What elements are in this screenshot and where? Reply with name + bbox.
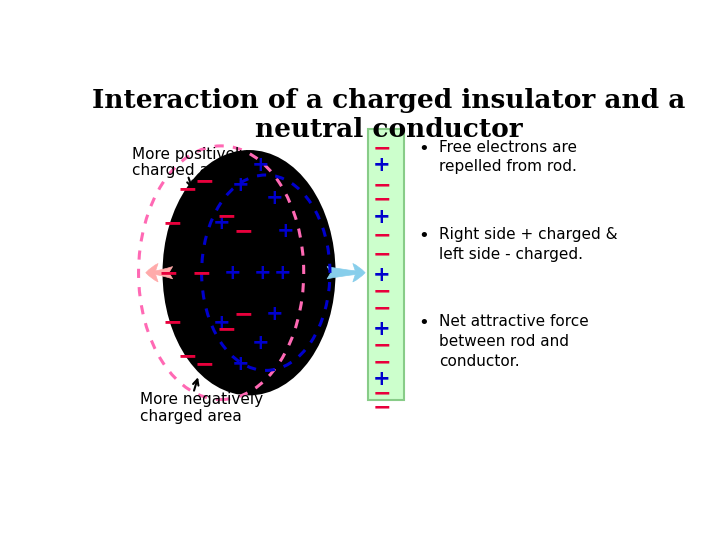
- Text: +: +: [274, 262, 292, 283]
- Text: −: −: [178, 178, 197, 201]
- Text: +: +: [373, 265, 391, 285]
- Text: −: −: [372, 298, 391, 318]
- Text: −: −: [194, 352, 215, 376]
- Text: •: •: [418, 314, 429, 332]
- Text: −: −: [163, 310, 182, 335]
- Text: −: −: [372, 176, 391, 195]
- Text: Net attractive force
between rod and
conductor.: Net attractive force between rod and con…: [438, 314, 588, 369]
- Text: −: −: [233, 302, 253, 326]
- Text: −: −: [233, 219, 253, 243]
- Text: −: −: [372, 138, 391, 158]
- Text: Free electrons are
repelled from rod.: Free electrons are repelled from rod.: [438, 140, 577, 174]
- Text: charged area: charged area: [132, 163, 233, 178]
- Text: −: −: [372, 383, 391, 403]
- Text: Right side + charged &
left side - charged.: Right side + charged & left side - charg…: [438, 227, 617, 262]
- Text: −: −: [217, 317, 237, 341]
- Text: charged area: charged area: [140, 409, 242, 424]
- Text: −: −: [163, 211, 182, 235]
- Text: −: −: [372, 190, 391, 210]
- Text: Interaction of a charged insulator and a: Interaction of a charged insulator and a: [92, 87, 685, 113]
- Text: +: +: [212, 313, 230, 333]
- Text: neutral conductor: neutral conductor: [255, 117, 522, 141]
- Text: −: −: [372, 281, 391, 301]
- Text: −: −: [372, 225, 391, 245]
- Text: +: +: [223, 262, 241, 283]
- Text: −: −: [178, 344, 197, 368]
- Text: +: +: [373, 207, 391, 227]
- Text: −: −: [372, 335, 391, 355]
- Text: −: −: [194, 169, 215, 193]
- Text: More positively: More positively: [132, 147, 248, 161]
- Text: +: +: [276, 221, 294, 241]
- Text: More negatively: More negatively: [140, 392, 264, 407]
- Text: +: +: [232, 176, 249, 195]
- Text: −: −: [217, 205, 237, 228]
- Text: +: +: [251, 154, 269, 174]
- Text: −: −: [372, 352, 391, 372]
- Text: +: +: [373, 154, 391, 174]
- Text: +: +: [232, 354, 249, 374]
- Text: +: +: [373, 369, 391, 389]
- Text: +: +: [266, 188, 283, 208]
- Bar: [368, 129, 404, 400]
- Ellipse shape: [163, 150, 336, 395]
- Text: +: +: [254, 262, 271, 283]
- Text: −: −: [372, 398, 391, 418]
- Text: +: +: [212, 213, 230, 233]
- Text: −: −: [372, 244, 391, 264]
- Text: −: −: [192, 261, 212, 285]
- Text: −: −: [158, 261, 178, 285]
- Text: •: •: [418, 140, 429, 158]
- Text: •: •: [418, 227, 429, 245]
- Text: +: +: [266, 304, 283, 325]
- Text: +: +: [373, 319, 391, 339]
- Text: +: +: [251, 333, 269, 353]
